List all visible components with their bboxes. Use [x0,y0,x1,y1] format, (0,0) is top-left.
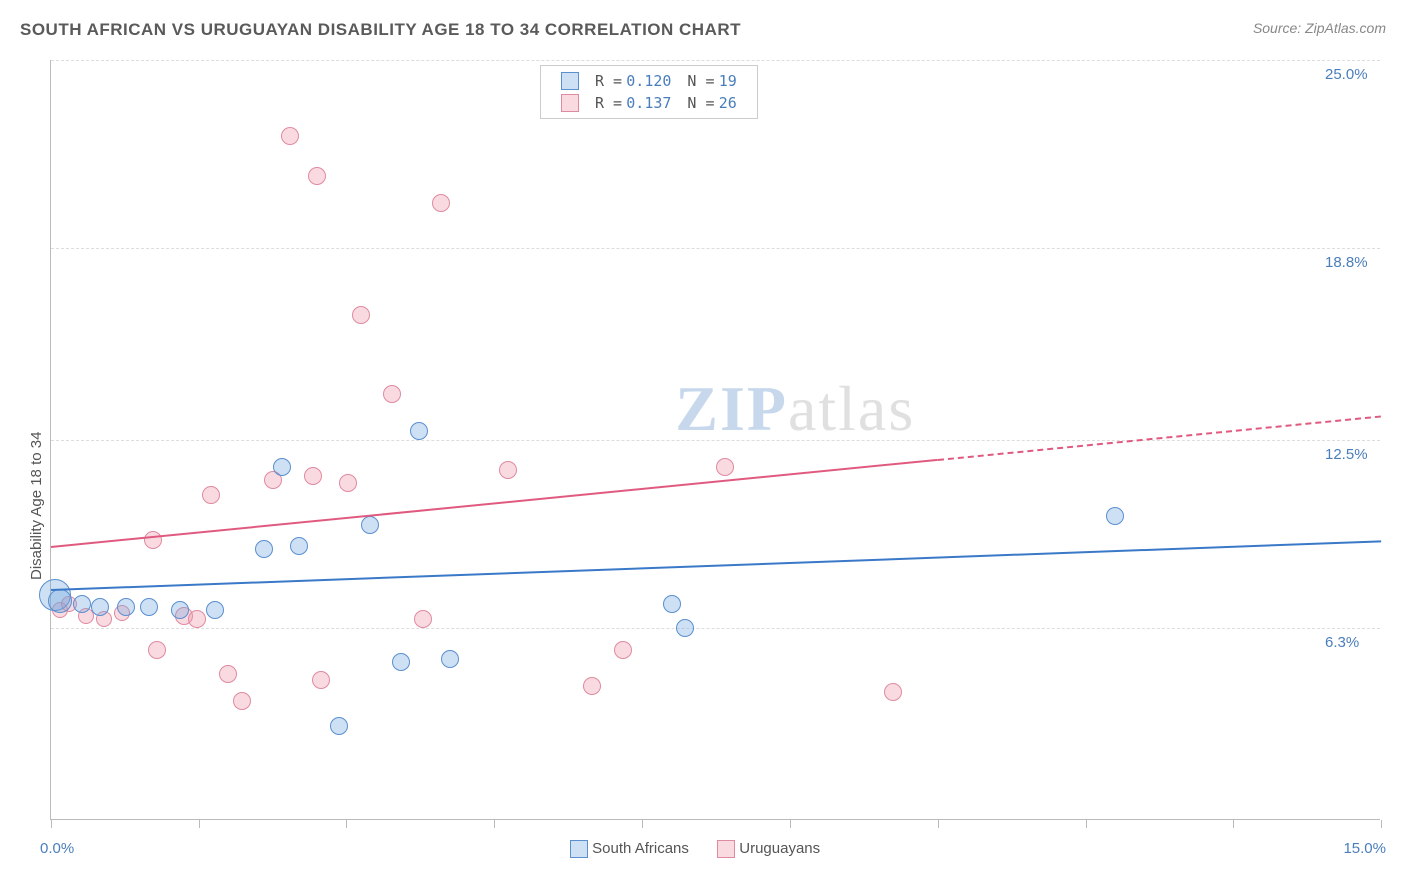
n-label: N = [687,72,714,90]
data-point-pink [716,458,734,476]
title-bar: SOUTH AFRICAN VS URUGUAYAN DISABILITY AG… [20,20,1386,56]
legend-label-pink: Uruguayans [739,840,820,857]
data-point-pink [312,671,330,689]
grid-line [51,440,1380,441]
n-label: N = [687,94,714,112]
x-tick [1381,820,1382,828]
x-tick [1086,820,1087,828]
data-point-blue [410,422,428,440]
regression-line-pink [51,459,938,548]
data-point-pink [188,610,206,628]
chart-container: SOUTH AFRICAN VS URUGUAYAN DISABILITY AG… [0,0,1406,892]
x-tick [790,820,791,828]
data-point-pink [148,641,166,659]
swatch-blue [570,840,588,858]
x-tick [938,820,939,828]
data-point-blue [73,595,91,613]
n-value-pink: 26 [719,94,737,112]
legend-stats-row: R = 0.137 N = 26 [553,92,745,114]
x-tick [1233,820,1234,828]
data-point-pink [219,665,237,683]
y-tick-label: 6.3% [1325,634,1359,651]
data-point-blue [330,717,348,735]
data-point-pink [144,531,162,549]
regression-extrapolation-pink [938,416,1382,462]
data-point-blue [1106,507,1124,525]
x-tick [199,820,200,828]
data-point-blue [206,601,224,619]
data-point-blue [676,619,694,637]
legend-stats: R = 0.120 N = 19 R = 0.137 N = 26 [540,65,758,119]
data-point-pink [233,692,251,710]
grid-line [51,248,1380,249]
data-point-blue [663,595,681,613]
x-tick [51,820,52,828]
y-tick-label: 12.5% [1325,446,1368,463]
x-tick-label-left: 0.0% [40,840,74,857]
data-point-blue [361,516,379,534]
data-point-pink [281,127,299,145]
data-point-blue [290,537,308,555]
swatch-pink [717,840,735,858]
data-point-pink [308,167,326,185]
legend-label-blue: South Africans [592,840,689,857]
data-point-blue [255,540,273,558]
legend-series: South Africans Uruguayans [570,840,844,858]
legend-item-blue: South Africans [570,840,689,858]
swatch-pink [561,94,579,112]
data-point-pink [304,467,322,485]
y-tick-label: 18.8% [1325,254,1368,271]
regression-line-blue [51,540,1381,591]
data-point-blue [273,458,291,476]
data-point-pink [352,306,370,324]
legend-stats-table: R = 0.120 N = 19 R = 0.137 N = 26 [553,70,745,114]
x-tick-label-right: 15.0% [1343,840,1386,857]
watermark: ZIPatlas [675,372,915,446]
data-point-pink [884,683,902,701]
r-label: R = [595,72,622,90]
r-label: R = [595,94,622,112]
data-point-blue [171,601,189,619]
data-point-pink [432,194,450,212]
n-value-blue: 19 [719,72,737,90]
data-point-pink [499,461,517,479]
r-value-pink: 0.137 [626,94,671,112]
data-point-blue [140,598,158,616]
legend-item-pink: Uruguayans [717,840,820,858]
grid-line [51,60,1380,61]
legend-stats-row: R = 0.120 N = 19 [553,70,745,92]
y-tick-label: 25.0% [1325,66,1368,83]
swatch-blue [561,72,579,90]
data-point-blue [392,653,410,671]
chart-title: SOUTH AFRICAN VS URUGUAYAN DISABILITY AG… [20,20,741,39]
data-point-blue [48,589,72,613]
data-point-pink [583,677,601,695]
data-point-pink [414,610,432,628]
grid-line [51,628,1380,629]
x-tick [642,820,643,828]
y-axis-label: Disability Age 18 to 34 [28,432,45,580]
data-point-blue [117,598,135,616]
source-label: Source: ZipAtlas.com [1253,20,1386,36]
x-tick [346,820,347,828]
data-point-pink [339,474,357,492]
data-point-pink [383,385,401,403]
data-point-blue [441,650,459,668]
watermark-atlas: atlas [788,373,915,444]
data-point-blue [91,598,109,616]
x-tick [494,820,495,828]
data-point-pink [202,486,220,504]
watermark-zip: ZIP [675,373,788,444]
plot-area: ZIPatlas [50,60,1380,820]
r-value-blue: 0.120 [626,72,671,90]
data-point-pink [614,641,632,659]
